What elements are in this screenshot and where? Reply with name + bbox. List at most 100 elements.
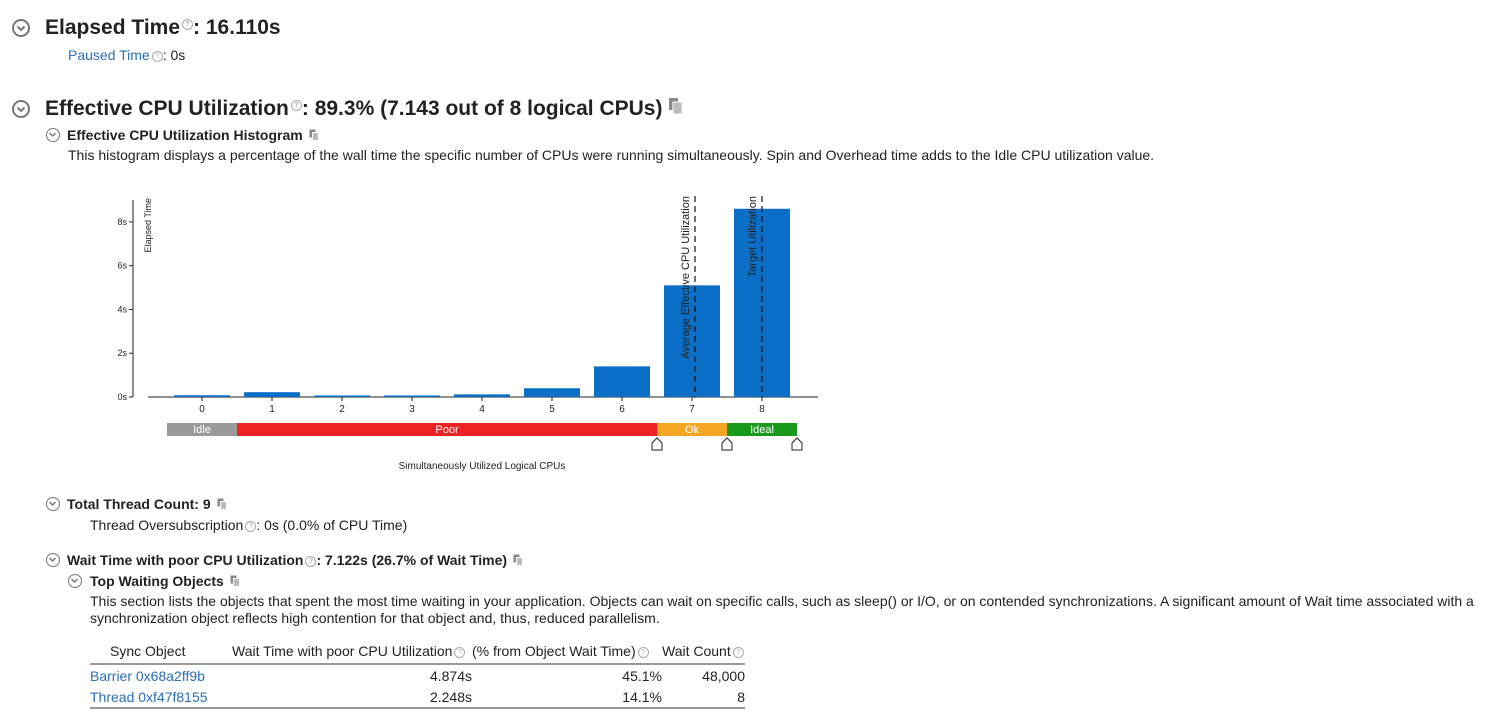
histogram-bar <box>384 395 440 397</box>
copy-icon[interactable] <box>513 553 524 569</box>
copy-icon[interactable] <box>217 497 228 513</box>
help-icon[interactable]: ? <box>290 100 302 111</box>
collapse-threads-toggle[interactable] <box>46 497 60 511</box>
histogram-bar <box>314 395 370 397</box>
histogram-bar <box>524 388 580 397</box>
range-label: Ok <box>685 424 700 436</box>
collapse-top-waiting-toggle[interactable] <box>68 574 82 588</box>
x-tick-label: 4 <box>479 404 485 415</box>
marker-label: Average Effective CPU Utilization <box>680 196 692 359</box>
threshold-handle <box>651 437 663 451</box>
x-tick-label: 1 <box>269 404 275 415</box>
column-header-wait-count[interactable]: Wait Count? <box>662 643 745 665</box>
chevron-down-icon <box>70 578 79 584</box>
histogram-description: This histogram displays a percentage of … <box>68 147 1155 163</box>
column-header-sync-object[interactable]: Sync Object <box>90 643 232 665</box>
cpu-utilization-heading: Effective CPU Utilization?: 89.3% (7.143… <box>45 97 684 121</box>
y-tick-label: 8s <box>117 217 127 227</box>
help-icon[interactable]: ? <box>732 646 744 658</box>
collapse-histogram-toggle[interactable] <box>46 128 60 142</box>
sync-object-link[interactable]: Barrier 0x68a2ff9b <box>90 668 205 684</box>
range-label: Poor <box>435 424 459 436</box>
sync-object-link[interactable]: Thread 0xf47f8155 <box>90 686 232 709</box>
histogram-heading: Effective CPU Utilization Histogram <box>67 127 320 144</box>
oversubscription-label: Thread Oversubscription <box>90 517 244 533</box>
x-tick-label: 6 <box>619 404 625 415</box>
collapse-cpu-toggle[interactable] <box>12 100 30 118</box>
wait-time-value: : 7.122s (26.7% of Wait Time) <box>316 552 508 568</box>
x-tick-label: 5 <box>549 404 555 415</box>
table-row: Barrier 0x68a2ff9b 4.874s 45.1% 48,000 <box>90 664 745 686</box>
help-icon[interactable]: ? <box>637 646 649 658</box>
threshold-handle <box>791 437 803 451</box>
help-icon[interactable]: ? <box>182 19 194 30</box>
cpu-utilization-histogram: 0s 2s 4s 6s 8s Elapsed Time 0 1 2 3 4 5 6 7 8 Average E… <box>117 196 818 472</box>
y-tick-label: 4s <box>117 304 127 314</box>
chevron-down-icon <box>48 132 57 138</box>
histogram-bar <box>244 392 300 397</box>
chevron-down-icon <box>16 25 26 32</box>
thread-count-heading: Total Thread Count: 9 <box>67 496 228 513</box>
y-tick-label: 0s <box>117 392 127 402</box>
thread-oversubscription-row: Thread Oversubscription?: 0s (0.0% of CP… <box>90 517 407 533</box>
range-label: Idle <box>193 424 211 436</box>
y-tick-label: 6s <box>117 261 127 271</box>
pct-wait-cell: 14.1% <box>472 686 662 709</box>
histogram-title: Effective CPU Utilization Histogram <box>67 127 303 143</box>
top-waiting-description-line2: synchronization object reflects high con… <box>90 610 660 626</box>
chevron-down-icon <box>48 501 57 507</box>
collapse-elapsed-toggle[interactable] <box>12 19 30 37</box>
elapsed-time-value: : 16.110s <box>193 16 281 39</box>
copy-icon[interactable] <box>309 128 320 144</box>
range-idle <box>167 423 237 436</box>
y-axis-label: Elapsed Time <box>143 198 153 253</box>
histogram-bar <box>174 395 230 397</box>
histogram-bar <box>454 394 510 397</box>
range-label: Ideal <box>750 424 774 436</box>
top-waiting-description-line1: This section lists the objects that spen… <box>90 593 1474 609</box>
help-icon[interactable]: ? <box>305 555 317 567</box>
x-axis-label: Simultaneously Utilized Logical CPUs <box>399 461 566 472</box>
cpu-utilization-title: Effective CPU Utilization <box>45 97 289 120</box>
x-tick-label: 0 <box>199 404 205 415</box>
histogram-bar <box>664 285 720 397</box>
copy-icon[interactable] <box>230 574 241 590</box>
oversubscription-value: : 0s (0.0% of CPU Time) <box>256 517 408 533</box>
wait-time-cell: 4.874s <box>429 668 472 684</box>
wait-count-cell: 48,000 <box>702 668 745 684</box>
paused-time-link[interactable]: Paused Time <box>68 47 150 63</box>
thread-count-title: Total Thread Count: 9 <box>67 496 211 512</box>
wait-time-heading: Wait Time with poor CPU Utilization?: 7.… <box>67 552 524 569</box>
elapsed-time-title: Elapsed Time <box>45 16 181 39</box>
x-tick-label: 2 <box>339 404 345 415</box>
copy-icon[interactable] <box>668 97 684 121</box>
elapsed-time-heading: Elapsed Time?: 16.110s <box>45 16 281 40</box>
collapse-wait-toggle[interactable] <box>46 553 60 567</box>
wait-time-cell: 2.248s <box>232 686 472 709</box>
y-tick-label: 2s <box>117 348 127 358</box>
paused-time-value: : 0s <box>162 47 186 63</box>
range-poor <box>237 423 657 436</box>
help-icon[interactable]: ? <box>151 50 163 62</box>
help-icon[interactable]: ? <box>454 646 466 658</box>
top-waiting-objects-table: Sync Object Wait Time with poor CPU Util… <box>90 643 745 709</box>
column-header-pct-wait[interactable]: (% from Object Wait Time)? <box>472 643 662 665</box>
marker-label: Target Utilization <box>747 196 759 277</box>
cpu-utilization-value: : 89.3% (7.143 out of 8 logical CPUs) <box>301 97 663 120</box>
wait-time-title: Wait Time with poor CPU Utilization <box>67 552 304 568</box>
wait-count-cell: 8 <box>662 686 745 709</box>
chevron-down-icon <box>16 106 26 113</box>
chevron-down-icon <box>48 557 57 563</box>
column-header-wait-time[interactable]: Wait Time with poor CPU Utilization? <box>232 643 472 665</box>
range-ok <box>657 423 727 436</box>
table-header-row: Sync Object Wait Time with poor CPU Util… <box>90 643 745 665</box>
help-icon[interactable]: ? <box>245 520 257 532</box>
paused-time-row: Paused Time?: 0s <box>68 47 185 63</box>
top-waiting-heading: Top Waiting Objects <box>90 573 241 590</box>
range-ideal <box>727 423 797 436</box>
table-row: Thread 0xf47f8155 2.248s 14.1% 8 <box>90 686 745 709</box>
histogram-bar <box>594 366 650 397</box>
x-tick-label: 7 <box>689 404 695 415</box>
threshold-handle <box>721 437 733 451</box>
x-tick-label: 3 <box>409 404 415 415</box>
